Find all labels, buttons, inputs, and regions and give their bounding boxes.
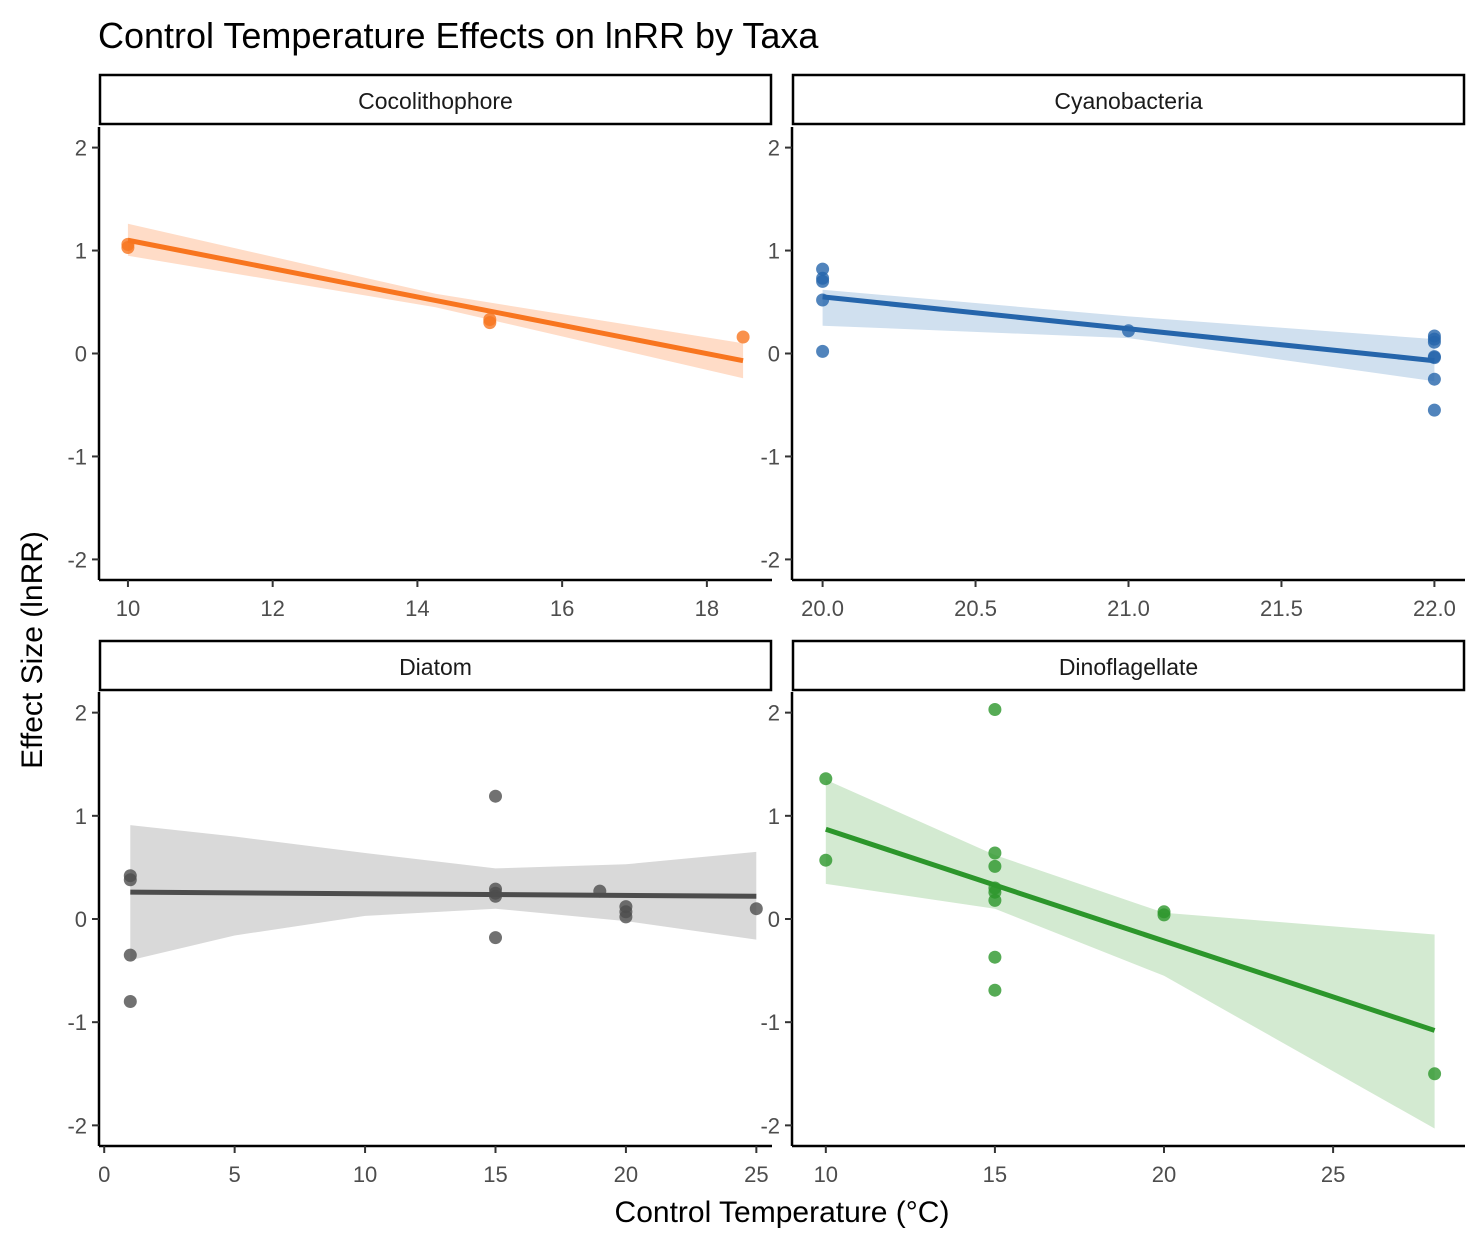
facet-strip (791, 639, 1466, 692)
facet-strip-label: Diatom (399, 654, 472, 680)
x-tick-label: 20 (1152, 1162, 1176, 1187)
y-tick-label: -2 (67, 1113, 87, 1138)
y-tick-label: 1 (75, 239, 87, 264)
data-point (988, 893, 1002, 907)
data-point (489, 789, 502, 803)
facet-strip-label: Cocolithophore (358, 88, 513, 114)
y-tick-label: 2 (75, 701, 87, 726)
x-tick-label: 14 (405, 596, 429, 621)
data-point (489, 931, 502, 945)
facet-strip (98, 639, 773, 692)
data-point (1427, 372, 1441, 386)
x-tick-label: 10 (814, 1162, 838, 1187)
y-tick-label: 0 (75, 342, 87, 367)
y-tick-label: 2 (75, 136, 87, 161)
facet-strip (791, 73, 1466, 126)
data-point (736, 330, 750, 344)
x-tick-label: 16 (550, 596, 574, 621)
x-axis-title: Control Temperature (°C) (615, 1196, 950, 1229)
regression-line (127, 237, 744, 364)
data-point (988, 950, 1002, 964)
data-point (1427, 335, 1441, 349)
y-tick-label: -1 (760, 1010, 780, 1035)
x-tick-label: 20.5 (954, 596, 997, 621)
chart-title: Control Temperature Effects on lnRR by T… (98, 15, 819, 56)
y-tick-label: 1 (75, 804, 87, 829)
x-tick-label: 0 (98, 1162, 110, 1187)
regression-line (130, 889, 757, 899)
data-point (619, 910, 633, 924)
facet-strip (98, 73, 773, 126)
confidence-band (825, 779, 1435, 1129)
data-point (816, 344, 830, 358)
y-tick-label: -1 (67, 444, 87, 469)
y-tick-label: -2 (760, 1113, 780, 1138)
y-tick-label: 2 (768, 701, 780, 726)
x-tick-label: 15 (483, 1162, 507, 1187)
y-tick-label: 2 (768, 136, 780, 161)
y-axis-title: Effect Size (lnRR) (16, 531, 49, 769)
y-tick-label: -1 (67, 1010, 87, 1035)
x-tick-label: 5 (229, 1162, 241, 1187)
data-point (123, 873, 137, 887)
data-point (1427, 403, 1441, 417)
data-point (988, 859, 1002, 873)
y-tick-label: -2 (760, 547, 780, 572)
data-point (1157, 908, 1171, 922)
data-point (483, 313, 497, 326)
y-tick-label: 0 (768, 342, 780, 367)
y-tick-label: 1 (768, 239, 780, 264)
data-point (123, 948, 137, 962)
x-tick-label: 25 (1321, 1162, 1345, 1187)
data-point (1428, 1067, 1442, 1081)
x-tick-label: 12 (260, 596, 284, 621)
data-point (988, 983, 1002, 997)
data-point (819, 772, 833, 786)
data-point (988, 703, 1002, 716)
data-point (749, 902, 763, 916)
x-tick-label: 10 (116, 596, 140, 621)
x-tick-label: 22.0 (1413, 596, 1456, 621)
x-tick-label: 15 (983, 1162, 1007, 1187)
facet-dinoflagellate: Dinoflagellate -2 -1 0 1 2 10 15 20 25 (760, 639, 1466, 1187)
y-tick-label: 0 (75, 907, 87, 932)
facet-strip-label: Cyanobacteria (1054, 88, 1203, 114)
y-tick-label: 1 (768, 804, 780, 829)
x-tick-label: 10 (353, 1162, 377, 1187)
y-tick-label: -1 (760, 444, 780, 469)
x-tick-label: 21.5 (1260, 596, 1303, 621)
x-tick-label: 20.0 (801, 596, 844, 621)
x-tick-label: 20 (614, 1162, 638, 1187)
data-point (819, 853, 833, 867)
data-point (816, 262, 830, 276)
regression-line (825, 826, 1436, 1033)
data-point (123, 995, 137, 1008)
facet-strip-label: Dinoflagellate (1059, 654, 1198, 680)
data-point (988, 846, 1002, 860)
data-point (816, 274, 830, 288)
x-tick-label: 21.0 (1107, 596, 1150, 621)
y-tick-label: 0 (768, 907, 780, 932)
x-tick-label: 18 (695, 596, 719, 621)
y-tick-label: -2 (67, 547, 87, 572)
x-tick-label: 25 (744, 1162, 768, 1187)
facet-cyanobacteria: Cyanobacteria -2 -1 0 1 2 20.0 20.5 21.0 21.5 22.0 (760, 73, 1466, 621)
regression-line (822, 294, 1435, 364)
